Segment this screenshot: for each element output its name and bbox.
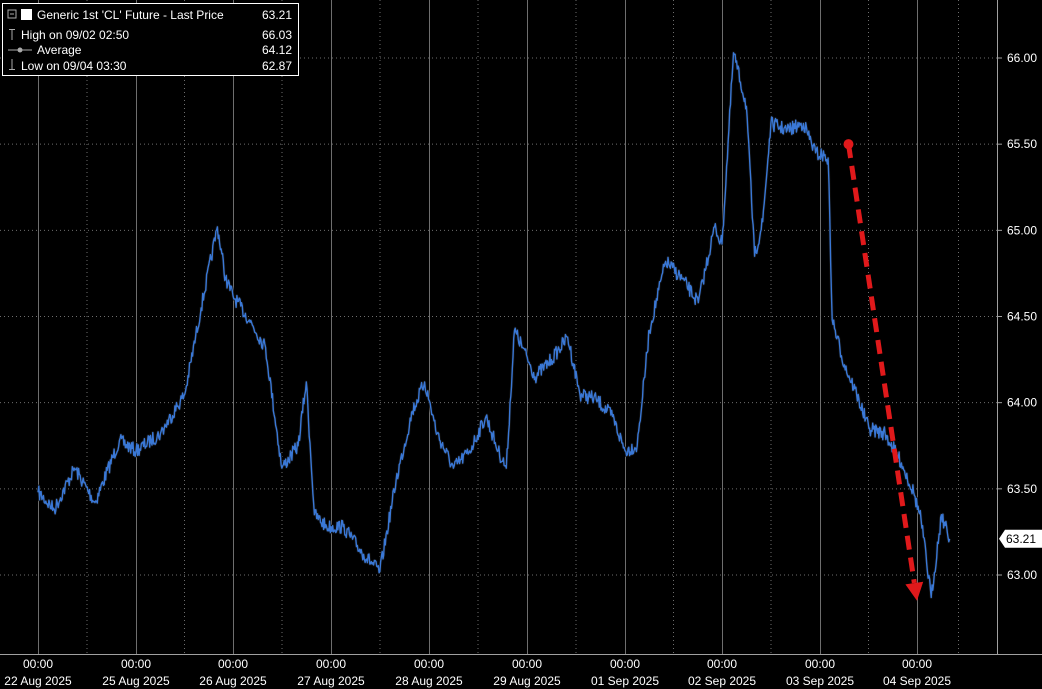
x-time-label: 00:00 — [707, 657, 737, 671]
last-price-tag — [999, 529, 1042, 548]
x-time-label: 00:00 — [316, 657, 346, 671]
grid-lines — [0, 0, 997, 654]
y-tick-label: 65.50 — [1007, 137, 1037, 151]
average-marker-icon — [8, 47, 32, 53]
x-time-label: 00:00 — [121, 657, 151, 671]
legend-high-value: 66.03 — [262, 28, 292, 42]
x-date-label: 01 Sep 2025 — [591, 674, 659, 688]
x-time-label: 00:00 — [218, 657, 248, 671]
x-date-label: 27 Aug 2025 — [297, 674, 365, 688]
legend-low-label: Low on 09/04 03:30 — [21, 59, 127, 73]
x-date-label: 29 Aug 2025 — [493, 674, 561, 688]
y-tick-label: 66.00 — [1007, 51, 1037, 65]
price-line — [37, 52, 951, 599]
last-price-label: 63.21 — [1006, 532, 1036, 546]
legend-last-value: 63.21 — [262, 8, 292, 22]
x-time-label: 00:00 — [414, 657, 444, 671]
x-date-label: 03 Sep 2025 — [786, 674, 854, 688]
legend-title: Generic 1st 'CL' Future - Last Price — [37, 8, 224, 22]
y-tick-label: 65.00 — [1007, 223, 1037, 237]
y-tick-label: 64.00 — [1007, 396, 1037, 410]
legend-box — [2, 3, 299, 76]
x-time-label: 00:00 — [902, 657, 932, 671]
x-date-label: 04 Sep 2025 — [883, 674, 951, 688]
x-time-label: 00:00 — [610, 657, 640, 671]
x-date-label: 28 Aug 2025 — [395, 674, 463, 688]
price-line-group — [36, 51, 952, 599]
x-time-label: 00:00 — [23, 657, 53, 671]
legend: Generic 1st 'CL' Future - Last Price 63.… — [2, 3, 299, 76]
legend-low-value: 62.87 — [262, 59, 292, 73]
series-swatch-icon — [21, 9, 32, 20]
x-time-label: 00:00 — [805, 657, 835, 671]
collapse-box-icon[interactable] — [7, 9, 17, 19]
legend-average-value: 64.12 — [262, 43, 292, 57]
arrow-start-dot — [843, 139, 854, 150]
legend-high-label: High on 09/02 02:50 — [21, 28, 129, 42]
x-axis: 00:00 22 Aug 2025 00:00 25 Aug 2025 00:00 26 … — [4, 657, 951, 688]
legend-average-label: Average — [37, 43, 82, 57]
x-time-label: 00:00 — [512, 657, 542, 671]
arrow-annotation — [843, 139, 924, 601]
arrow-shaft — [846, 143, 917, 584]
y-tick-label: 63.50 — [1007, 482, 1037, 496]
arrow-head — [905, 581, 924, 601]
y-tick-label: 63.00 — [1007, 568, 1037, 582]
x-date-label: 22 Aug 2025 — [4, 674, 72, 688]
y-tick-label: 64.50 — [1007, 310, 1037, 324]
high-marker-icon — [9, 29, 15, 40]
x-date-label: 25 Aug 2025 — [102, 674, 170, 688]
y-axis: 66.00 65.50 65.00 64.50 64.00 63.50 63.00 63.21 — [997, 51, 1042, 582]
x-date-label: 26 Aug 2025 — [199, 674, 267, 688]
low-marker-icon — [9, 59, 15, 70]
x-date-label: 02 Sep 2025 — [688, 674, 756, 688]
